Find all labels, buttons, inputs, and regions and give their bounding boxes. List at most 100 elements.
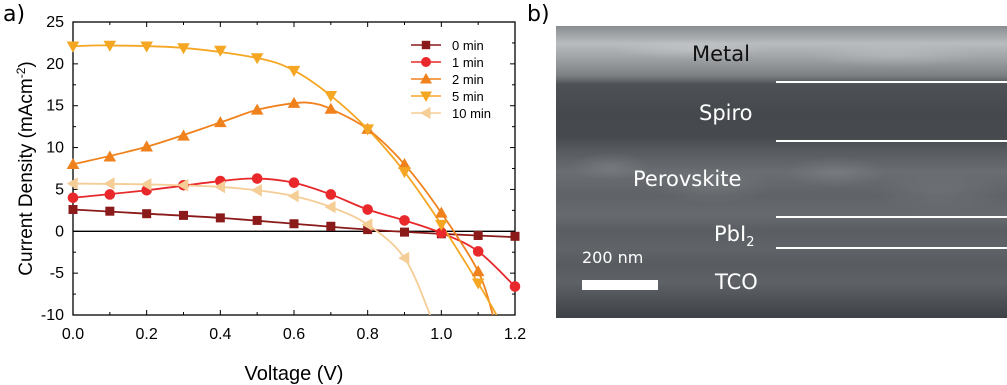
point-2-min bbox=[287, 96, 301, 108]
point-0-min bbox=[179, 210, 188, 220]
point-1-min bbox=[436, 227, 447, 239]
layer-label-tco: TCO bbox=[715, 270, 758, 294]
point-5-min bbox=[435, 219, 448, 231]
point-1-min bbox=[325, 189, 337, 200]
point-2-min bbox=[324, 102, 338, 114]
point-5-min bbox=[287, 65, 301, 77]
y-tick-label: -5 bbox=[50, 265, 64, 282]
legend-marker-10-min bbox=[420, 107, 431, 119]
x-tick-label: 0.6 bbox=[283, 326, 305, 343]
point-1-min bbox=[67, 192, 79, 204]
point-0-min bbox=[326, 221, 336, 231]
layer-label-pbi2: PbI2 bbox=[714, 222, 754, 250]
panel-label-b: b) bbox=[527, 2, 550, 27]
layer-label-perovskite: Perovskite bbox=[633, 167, 742, 191]
point-1-min bbox=[399, 215, 410, 226]
layer-boundary-spiro-perovskite bbox=[776, 140, 1007, 142]
panel-label-a: a) bbox=[3, 2, 26, 27]
point-0-min bbox=[252, 215, 262, 225]
jv-chart: 0 min 1 min 2 min 5 min 10 min 0.0 0.2 0.4 0.6 0… bbox=[14, 14, 526, 385]
y-tick-label: 0 bbox=[55, 223, 64, 240]
point-0-min bbox=[400, 227, 409, 237]
point-10-min bbox=[103, 177, 115, 190]
point-5-min bbox=[398, 167, 411, 179]
chart-markers bbox=[66, 40, 521, 292]
y-tick-label: 25 bbox=[46, 14, 64, 31]
point-5-min bbox=[103, 40, 117, 52]
point-1-min bbox=[509, 281, 521, 292]
point-0-min bbox=[105, 206, 115, 216]
sem-cross-section-image: Metal Spiro Perovskite PbI2 200 nm TCO bbox=[556, 26, 1007, 318]
point-0-min bbox=[473, 230, 483, 240]
legend-marker-5-min bbox=[420, 91, 432, 102]
point-0-min bbox=[289, 219, 299, 229]
legend-marker-2-min bbox=[420, 73, 432, 84]
point-10-min bbox=[66, 177, 78, 190]
point-0-min bbox=[68, 205, 78, 215]
legend-marker-0-min bbox=[421, 40, 431, 50]
point-1-min bbox=[104, 189, 116, 200]
point-2-min bbox=[398, 158, 411, 170]
point-2-min bbox=[214, 116, 227, 128]
y-tick-label: 5 bbox=[55, 181, 64, 198]
point-2-min bbox=[471, 265, 485, 277]
legend-label-10-min: 10 min bbox=[452, 106, 491, 121]
legend-label-1-min: 1 min bbox=[452, 55, 484, 70]
point-2-min bbox=[66, 158, 80, 170]
x-tick-label: 0.0 bbox=[62, 326, 84, 343]
point-2-min bbox=[177, 129, 190, 141]
chart-legend: 0 min 1 min 2 min 5 min 10 min bbox=[411, 38, 491, 121]
layer-boundary-perovskite-pbi2 bbox=[776, 216, 1007, 218]
series-line-10-min bbox=[73, 182, 432, 315]
legend-marker-1-min bbox=[421, 57, 431, 67]
y-axis-title-end: ) bbox=[16, 61, 37, 67]
x-tick-label: 0.8 bbox=[357, 326, 379, 343]
y-axis-title-sup: -2 bbox=[14, 67, 28, 78]
scale-bar-label: 200 nm bbox=[582, 248, 644, 267]
point-10-min bbox=[177, 178, 189, 192]
legend-label-2-min: 2 min bbox=[452, 72, 484, 87]
point-5-min bbox=[361, 124, 374, 136]
y-tick-label: -10 bbox=[41, 307, 64, 324]
point-2-min bbox=[140, 140, 153, 152]
x-tick-label: 0.2 bbox=[136, 326, 158, 343]
point-10-min bbox=[250, 183, 262, 197]
point-1-min bbox=[251, 173, 263, 184]
legend-label-5-min: 5 min bbox=[452, 89, 484, 104]
point-10-min bbox=[287, 189, 299, 203]
point-1-min bbox=[472, 246, 484, 257]
layer-label-pbi2-sub: 2 bbox=[746, 235, 755, 251]
point-5-min bbox=[250, 53, 264, 65]
point-2-min bbox=[250, 103, 264, 115]
layer-label-spiro: Spiro bbox=[699, 101, 753, 125]
point-10-min bbox=[361, 218, 373, 231]
layer-label-metal: Metal bbox=[692, 42, 750, 66]
point-0-min bbox=[510, 231, 520, 241]
layer-boundary-metal-spiro bbox=[776, 81, 1007, 83]
point-1-min bbox=[288, 177, 300, 189]
x-tick-label: 1.2 bbox=[504, 326, 526, 343]
y-tick-label: 15 bbox=[46, 98, 64, 115]
y-axis-title-main: Current Density (mAcm bbox=[16, 78, 37, 275]
point-5-min bbox=[471, 278, 485, 290]
legend-label-0-min: 0 min bbox=[452, 38, 484, 53]
point-0-min bbox=[142, 209, 152, 219]
point-0-min bbox=[215, 213, 225, 223]
point-5-min bbox=[324, 90, 338, 102]
point-10-min bbox=[398, 251, 410, 265]
y-axis-title: Current Density (mAcm-2) bbox=[14, 61, 37, 275]
x-tick-label: 1.0 bbox=[430, 326, 452, 343]
y-tick-label: 10 bbox=[46, 140, 64, 157]
chart-labels: 0.0 0.2 0.4 0.6 0.8 1.0 1.2 -10 -5 0 5 10 15 20 25 Volt… bbox=[14, 14, 526, 385]
layer-label-pbi2-base: PbI bbox=[714, 222, 747, 246]
point-2-min bbox=[435, 206, 448, 218]
point-5-min bbox=[140, 41, 153, 53]
point-2-min bbox=[103, 150, 117, 162]
point-10-min bbox=[140, 178, 152, 191]
x-axis-title: Voltage (V) bbox=[245, 363, 344, 385]
point-5-min bbox=[214, 45, 227, 57]
scale-bar bbox=[582, 280, 658, 290]
point-0-min bbox=[363, 225, 373, 235]
point-1-min bbox=[362, 204, 373, 215]
y-tick-label: 20 bbox=[46, 56, 64, 73]
